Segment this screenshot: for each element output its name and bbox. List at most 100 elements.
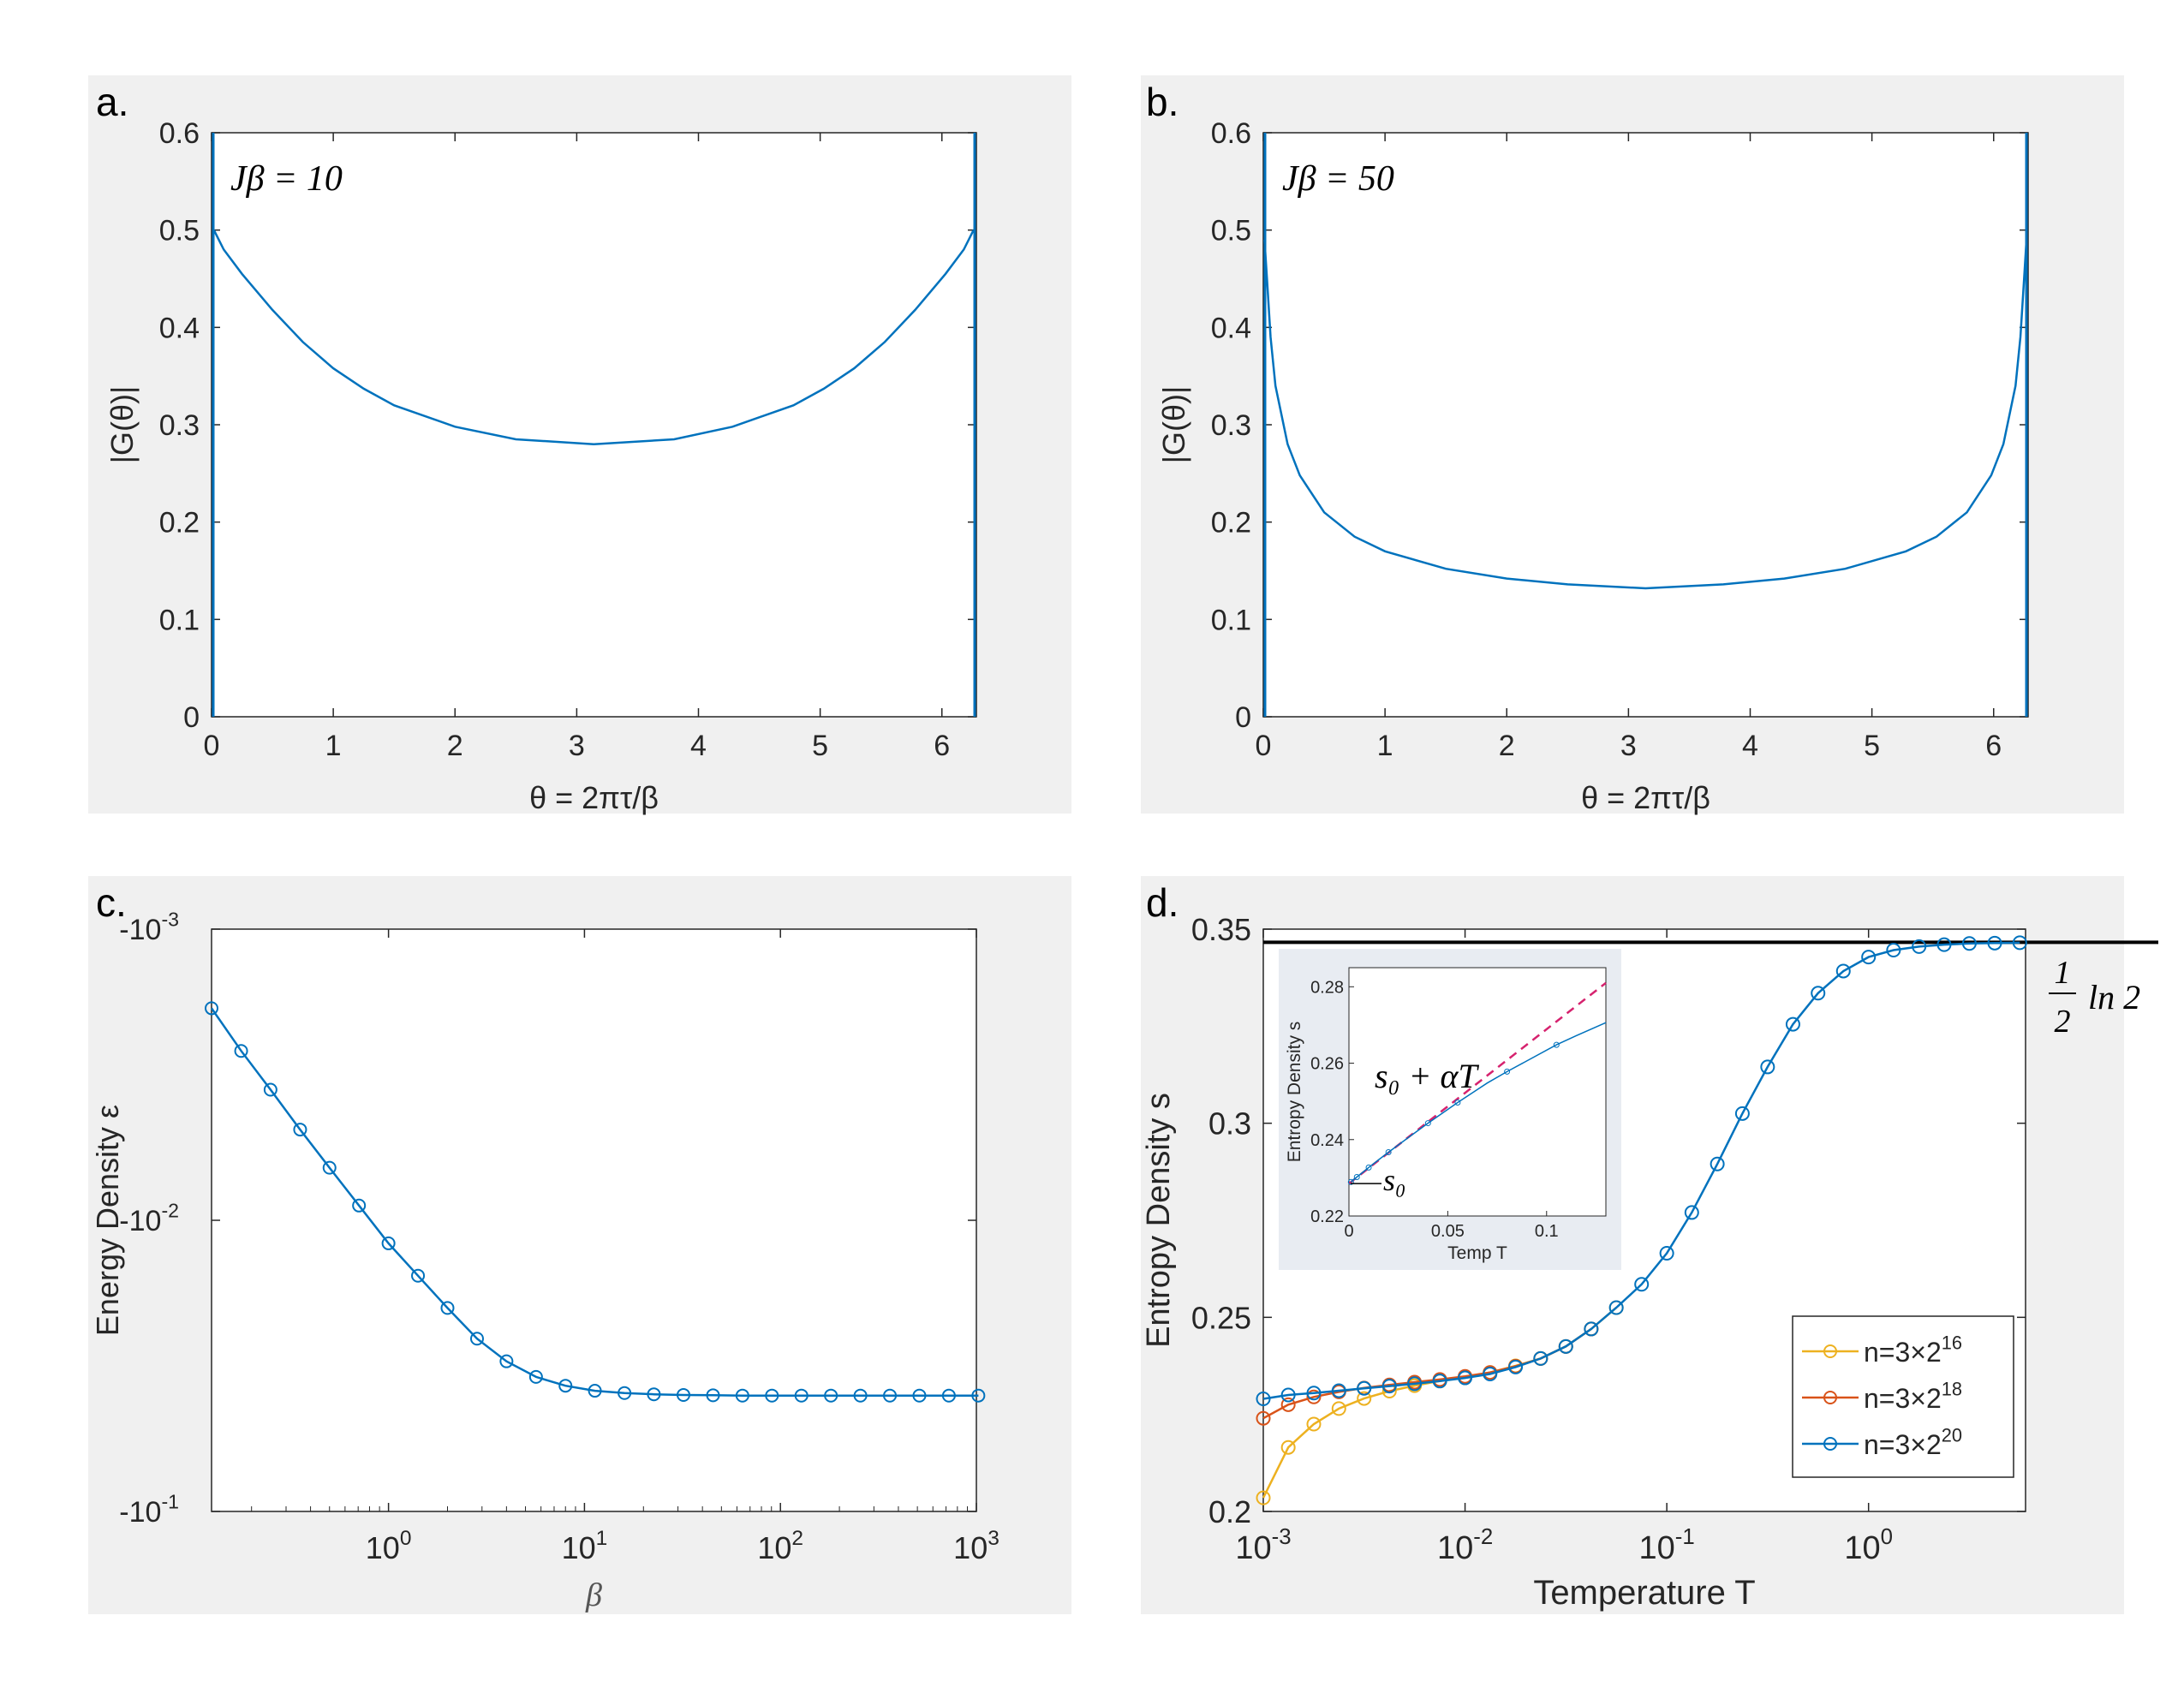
inset-x-axis-label: Temp T [1447, 1243, 1507, 1263]
data-point-20 [1811, 986, 1826, 1001]
inset-plot-area [1348, 967, 1607, 1217]
x-tick-label: 1 [325, 730, 342, 762]
series-line [1263, 239, 2028, 590]
x-tick-label: 103 [953, 1527, 1000, 1565]
data-point [853, 1388, 868, 1403]
data-point [676, 1387, 690, 1402]
y-axis-label: |G(θ)| [1156, 386, 1191, 464]
legend-swatch-marker [1823, 1437, 1837, 1451]
data-point-20 [1432, 1374, 1447, 1389]
data-point [381, 1236, 396, 1250]
x-tick-label: 10-1 [1639, 1525, 1695, 1566]
data-point-20 [1760, 1059, 1775, 1075]
data-point-20 [1357, 1380, 1372, 1396]
x-axis-label: β [585, 1577, 602, 1613]
plot-area [211, 928, 977, 1512]
data-point [528, 1369, 543, 1384]
data-point [234, 1044, 248, 1058]
x-tick-label: 5 [1864, 730, 1880, 762]
data-point [706, 1388, 720, 1403]
data-point-20 [1508, 1359, 1524, 1374]
data-point-20 [1331, 1383, 1346, 1398]
x-axis-label: Temperature T [1533, 1574, 1755, 1612]
y-tick-label: 0.4 [1211, 312, 1251, 344]
x-tick-label: 0 [204, 730, 220, 762]
inset-y-tick-label: 0.24 [1310, 1131, 1344, 1150]
y-tick-label: 0.2 [159, 507, 200, 539]
series-line [212, 229, 975, 445]
plot-area [1262, 132, 2029, 718]
inset-y-axis-label: Entropy Density s [1285, 1022, 1304, 1163]
annotation: Jβ = 50 [1282, 159, 1394, 199]
legend-entry-16: n=3×216 [1864, 1332, 1962, 1368]
inset-data-point [1553, 1041, 1560, 1048]
x-tick-label: 102 [757, 1527, 803, 1565]
inset-data-point [1454, 1099, 1461, 1106]
data-point [618, 1386, 632, 1400]
y-tick-label: 0.6 [1211, 117, 1251, 150]
data-point [794, 1388, 809, 1403]
ln2-label-numerator: 1 [2055, 955, 2071, 991]
data-point [499, 1354, 514, 1368]
data-point [263, 1082, 277, 1097]
panel-c: 100 101 102 103 -10-3 -10-2 -10-1 β Energy Densi… [90, 909, 1000, 1613]
data-point-20 [1861, 950, 1877, 965]
inset-y-tick-label: 0.26 [1310, 1055, 1344, 1074]
y-tick-label: 0.1 [1211, 604, 1251, 636]
y-tick-label: 0.5 [159, 215, 200, 247]
data-point [469, 1332, 484, 1346]
y-tick-label: 0.2 [1211, 507, 1251, 539]
inset-data-point [1353, 1173, 1360, 1180]
x-tick-label: 101 [562, 1527, 608, 1565]
data-point-18 [1280, 1397, 1296, 1412]
data-point [883, 1388, 898, 1403]
data-point [971, 1388, 986, 1403]
inset-data-point [1424, 1120, 1431, 1127]
series-line [210, 1007, 979, 1397]
inset: 0 0.05 0.1 0.22 0.24 0.26 0.28 Temp T Entropy De… [1279, 949, 1621, 1270]
panel-d: 10-3 10-2 10-1 100 0.2 0.25 0.3 0.35 Temperature… [1141, 912, 2158, 1612]
data-point-20 [1584, 1321, 1599, 1337]
data-point [765, 1388, 779, 1403]
data-point-20 [1458, 1370, 1473, 1386]
ln2-label-function: ln 2 [2088, 978, 2140, 1016]
legend: n=3×216 n=3×218 n=3×220 [1792, 1315, 2014, 1478]
panel-label-c: c. [96, 880, 127, 925]
data-point [440, 1301, 455, 1315]
inset-data-point [1347, 1178, 1354, 1185]
x-axis-label: θ = 2πτ/β [1581, 780, 1710, 815]
data-point [293, 1123, 307, 1137]
annotation: Jβ = 10 [230, 159, 343, 199]
data-point-20 [1785, 1016, 1800, 1032]
data-point-20 [1710, 1156, 1725, 1171]
inset-fit-line [1348, 981, 1607, 1185]
y-axis-label: Entropy Density s [1141, 1093, 1177, 1348]
data-point [411, 1268, 426, 1283]
x-tick-label: 10-2 [1437, 1525, 1493, 1566]
legend-entry-18: n=3×218 [1864, 1379, 1962, 1414]
panel-label-b: b. [1146, 80, 1179, 124]
data-point [912, 1388, 927, 1403]
data-point-20 [2012, 935, 2027, 951]
data-point [824, 1388, 838, 1403]
x-tick-label: 10-3 [1235, 1525, 1291, 1566]
data-point-20 [1987, 935, 2002, 951]
inset-y-tick-label: 0.22 [1310, 1207, 1344, 1226]
legend-entry-20: n=3×220 [1864, 1425, 1962, 1460]
data-point [941, 1388, 956, 1403]
y-tick-label: -10-1 [119, 1491, 179, 1529]
data-point-20 [1280, 1387, 1296, 1403]
inset-fit-label: s₀ + αT [1375, 1057, 1479, 1095]
data-point-16 [1280, 1440, 1296, 1455]
x-tick-label: 100 [366, 1527, 412, 1565]
y-tick-label: -10-2 [119, 1200, 179, 1237]
data-point-20 [1961, 936, 1977, 951]
data-point [735, 1388, 749, 1403]
data-point-20 [1634, 1277, 1650, 1292]
data-point-16 [1331, 1401, 1346, 1416]
x-tick-label: 3 [569, 730, 585, 762]
y-tick-label: 0 [183, 701, 200, 734]
x-tick-label: 5 [812, 730, 828, 762]
inset-x-tick-label: 0 [1344, 1222, 1353, 1241]
